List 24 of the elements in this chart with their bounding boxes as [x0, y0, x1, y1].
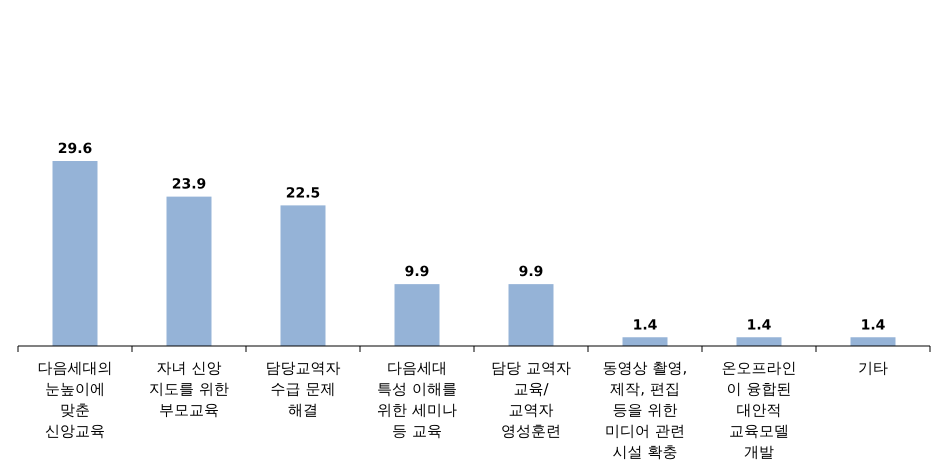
bar — [166, 196, 212, 346]
x-tick-label: 담당교역자 수급 문제 해결 — [266, 359, 340, 419]
data-label: 9.9 — [404, 264, 430, 280]
x-tick-label: 온오프라인 이 융합된 대안적 교육모델 개발 — [722, 359, 796, 461]
x-tick-label: 다음세대 특성 이해를 위한 세미나 등 교육 — [377, 359, 457, 440]
data-label: 1.4 — [632, 317, 658, 334]
bar — [850, 337, 896, 346]
data-label: 29.6 — [58, 141, 92, 157]
bar — [508, 284, 554, 346]
x-tick-label: 동영상 촬영, 제작, 편집 등을 위한 미디어 관련 시설 확충 — [602, 359, 688, 461]
data-label: 23.9 — [172, 176, 206, 193]
x-tick-label: 기타 — [858, 359, 888, 377]
bar — [52, 161, 98, 346]
data-label: 1.4 — [860, 317, 886, 334]
bar — [394, 284, 440, 346]
x-tick-label: 다음세대의 눈높이에 맞춘 신앙교육 — [38, 359, 112, 440]
bar — [280, 205, 326, 346]
bar — [622, 337, 668, 346]
x-tick-label: 담당 교역자 교육/ 교역자 영성훈련 — [491, 359, 571, 440]
data-label: 1.4 — [746, 317, 772, 334]
x-tick-label: 자녀 신앙 지도를 위한 부모교육 — [149, 359, 229, 419]
bar — [736, 337, 782, 346]
data-label: 22.5 — [286, 185, 320, 202]
data-label: 9.9 — [518, 264, 544, 280]
